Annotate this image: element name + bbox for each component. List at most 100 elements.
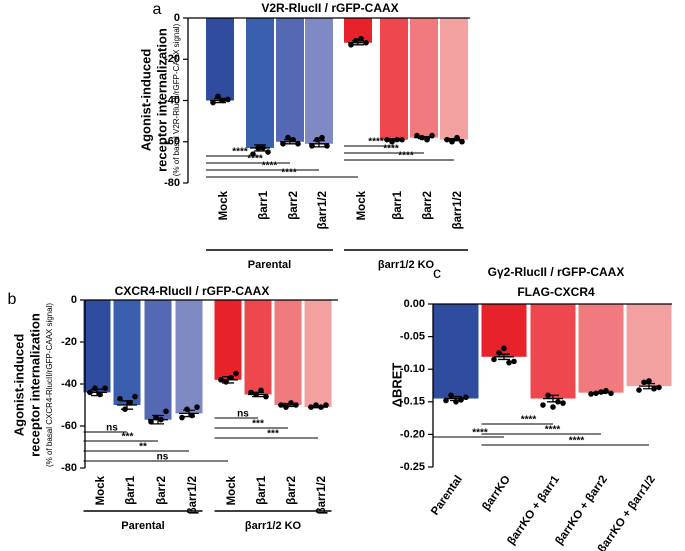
data-point <box>189 412 195 419</box>
data-point <box>588 391 594 397</box>
data-point <box>122 406 128 413</box>
panel-letter: b <box>8 291 17 308</box>
bar <box>276 18 304 142</box>
x-tick-label: βarr1/2 <box>452 191 464 229</box>
data-point <box>215 93 221 100</box>
data-point <box>593 390 599 397</box>
error-bar <box>639 382 659 390</box>
panel-letter: c <box>433 265 441 282</box>
significance-label: ns <box>106 423 118 434</box>
data-point <box>194 404 200 410</box>
data-point <box>148 419 154 425</box>
data-point <box>220 97 226 104</box>
data-point <box>319 134 325 141</box>
bar <box>214 300 242 380</box>
bar <box>83 300 111 393</box>
x-tick-label: βarr2 <box>288 191 300 220</box>
data-point <box>127 400 133 406</box>
significance-label: **** <box>262 161 278 172</box>
chart-title: CXCR4-RlucII / rGFP-CAAX <box>115 284 270 298</box>
bar <box>113 300 141 405</box>
bar <box>433 304 479 399</box>
y-tick-label: 0 <box>71 294 77 306</box>
data-point <box>506 359 512 366</box>
x-tick-label: Parental <box>429 474 465 518</box>
x-tick-label: βarr1 <box>258 190 270 219</box>
significance-label: ns <box>157 452 169 463</box>
error-bar <box>210 97 230 104</box>
bar <box>274 300 302 405</box>
x-tick-label: βarrKO <box>480 474 513 513</box>
data-point <box>228 374 234 381</box>
significance-label: **** <box>545 425 561 436</box>
data-point <box>210 99 216 106</box>
data-point <box>223 379 229 385</box>
bar <box>304 300 332 408</box>
data-point <box>313 402 319 408</box>
data-point <box>651 385 657 392</box>
data-point <box>491 356 497 363</box>
data-point <box>511 358 517 365</box>
data-point <box>353 37 359 44</box>
data-point <box>501 345 507 352</box>
data-point <box>92 385 98 392</box>
data-point <box>260 145 266 151</box>
significance-label: **** <box>472 428 488 439</box>
data-point <box>278 402 284 408</box>
y-axis-label: receptor internalization <box>27 313 42 457</box>
data-point <box>443 397 449 404</box>
data-point <box>496 350 502 356</box>
data-point <box>293 402 299 408</box>
significance-label: **** <box>232 147 248 158</box>
data-point <box>560 400 566 406</box>
data-point <box>323 402 329 408</box>
y-tick-label: -0.25 <box>400 461 425 473</box>
error-bar <box>494 353 514 361</box>
y-axis-label: receptor internalization <box>154 28 169 172</box>
data-point <box>265 149 271 155</box>
data-point <box>218 377 224 383</box>
data-point <box>318 404 324 410</box>
y-tick-label: -20 <box>61 336 77 348</box>
data-point <box>454 134 460 141</box>
x-tick-label: Mock <box>226 475 238 505</box>
data-point <box>255 145 261 151</box>
bar <box>144 300 172 420</box>
data-point <box>102 385 108 392</box>
x-tick-label: βarr2 <box>286 476 298 505</box>
y-tick-label: -40 <box>61 378 77 390</box>
data-point <box>285 134 291 141</box>
error-bar <box>543 394 563 403</box>
data-point <box>288 400 294 406</box>
data-point <box>163 408 169 415</box>
data-point <box>444 136 450 143</box>
error-bar <box>348 40 368 46</box>
significance-label: **** <box>383 144 399 155</box>
data-point <box>158 416 164 423</box>
data-point <box>429 132 435 139</box>
bar <box>244 300 272 395</box>
data-point <box>636 387 642 393</box>
bar <box>206 18 234 101</box>
x-tick-label: βarr2 <box>156 476 168 505</box>
data-point <box>424 136 430 143</box>
data-point <box>117 395 123 402</box>
data-point <box>263 393 269 400</box>
error-bar <box>87 388 107 397</box>
y-tick-label: -40 <box>164 94 180 106</box>
significance-label: *** <box>252 419 264 430</box>
chart-title: V2R-RlucII / rGFP-CAAX <box>261 1 398 15</box>
y-axis-label: Agonist-induced <box>11 334 26 437</box>
data-point <box>419 134 425 141</box>
significance-label: *** <box>122 432 134 443</box>
y-axis-label: Agonist-induced <box>138 49 153 152</box>
group-label: Parental <box>121 520 164 532</box>
y-tick-label: -80 <box>164 177 180 189</box>
data-point <box>394 136 400 143</box>
data-point <box>153 414 159 421</box>
data-point <box>97 391 103 398</box>
data-point <box>384 136 390 143</box>
data-point <box>363 39 369 46</box>
data-point <box>463 394 469 401</box>
x-tick-label: βarr1/2 <box>187 476 199 514</box>
